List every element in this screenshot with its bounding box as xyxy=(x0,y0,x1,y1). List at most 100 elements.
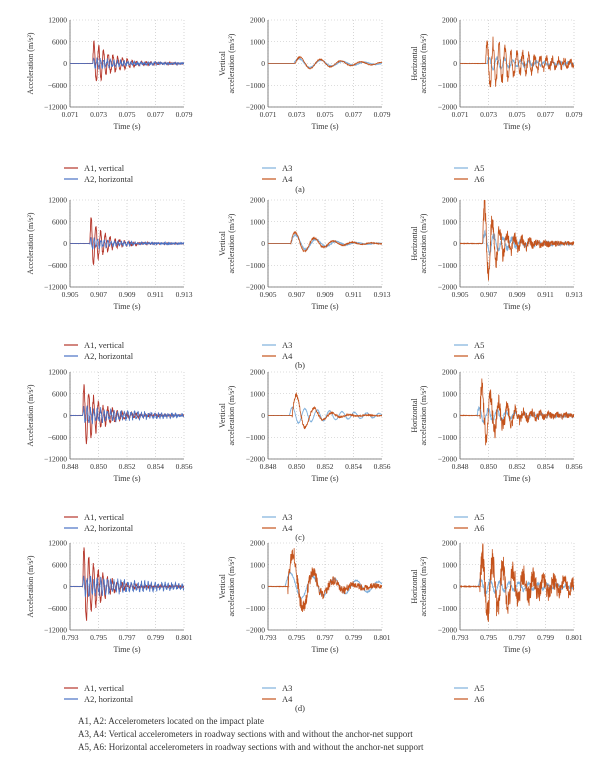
y-tick-label: −12000 xyxy=(44,455,67,464)
y-tick-label: 0 xyxy=(453,411,457,420)
legend-entry: A5 xyxy=(474,683,484,693)
y-tick-label: −1000 xyxy=(438,261,457,270)
x-tick-label: 0.911 xyxy=(147,290,164,299)
legend-entry: A2, horizontal xyxy=(84,351,134,361)
x-tick-label: 0.801 xyxy=(176,633,193,642)
x-axis-label: Time (s) xyxy=(503,474,530,483)
x-tick-label: 0.793 xyxy=(452,633,469,642)
y-axis-label: Acceleration (m/s²) xyxy=(26,384,35,446)
x-axis-label: Time (s) xyxy=(113,474,140,483)
x-tick-label: 0.071 xyxy=(62,110,79,119)
legend-entry: A4 xyxy=(282,174,293,184)
x-tick-label: 0.075 xyxy=(509,110,526,119)
x-tick-label: 0.852 xyxy=(317,462,334,471)
legend-entry: A2, horizontal xyxy=(84,174,134,184)
x-tick-label: 0.799 xyxy=(147,633,164,642)
series-line-a6 xyxy=(460,200,574,281)
y-tick-label: 2000 xyxy=(250,368,265,377)
y-tick-label: −1000 xyxy=(246,433,265,442)
y-tick-label: −1000 xyxy=(438,81,457,90)
y-tick-label: 0 xyxy=(453,239,457,248)
x-tick-label: 0.801 xyxy=(374,633,391,642)
x-tick-label: 0.852 xyxy=(509,462,526,471)
x-tick-label: 0.905 xyxy=(260,290,277,299)
legend-entry: A2, horizontal xyxy=(84,694,134,704)
x-tick-label: 0.907 xyxy=(480,290,497,299)
legend-entry: A6 xyxy=(474,174,484,184)
series-line-a6 xyxy=(460,543,574,622)
panel-caption: (c) xyxy=(295,532,305,542)
y-tick-label: −2000 xyxy=(438,283,457,292)
x-tick-label: 0.795 xyxy=(480,633,497,642)
series-line-a2 xyxy=(70,237,184,250)
x-tick-label: 0.850 xyxy=(90,462,107,471)
x-tick-label: 0.079 xyxy=(374,110,391,119)
x-tick-label: 0.909 xyxy=(317,290,334,299)
y-tick-label: 0 xyxy=(261,582,265,591)
x-tick-label: 0.850 xyxy=(288,462,305,471)
y-tick-label: −12000 xyxy=(44,103,67,112)
y-tick-label: −6000 xyxy=(48,604,67,613)
series-line-a2 xyxy=(70,405,184,425)
series-line-a6 xyxy=(460,36,574,88)
y-tick-label: 6000 xyxy=(52,217,67,226)
series-line-a2 xyxy=(70,575,184,598)
x-tick-label: 0.075 xyxy=(317,110,334,119)
y-tick-label: 0 xyxy=(63,239,67,248)
x-tick-label: 0.071 xyxy=(452,110,469,119)
note-a5-a6: A5, A6: Horizontal accelerometers in roa… xyxy=(78,742,424,752)
legend-entry: A1, vertical xyxy=(84,163,125,173)
y-axis-label: acceleration (m/s²) xyxy=(419,556,428,616)
y-tick-label: −1000 xyxy=(246,81,265,90)
y-tick-label: −2000 xyxy=(246,626,265,635)
legend-entry: A1, vertical xyxy=(84,683,125,693)
y-tick-label: 6000 xyxy=(52,389,67,398)
x-tick-label: 0.905 xyxy=(452,290,469,299)
y-tick-label: 0 xyxy=(63,582,67,591)
y-tick-label: 1000 xyxy=(442,389,457,398)
legend-entry: A1, vertical xyxy=(84,340,125,350)
x-tick-label: 0.854 xyxy=(345,462,362,471)
x-tick-label: 0.909 xyxy=(119,290,136,299)
y-tick-label: 1000 xyxy=(250,217,265,226)
x-tick-label: 0.073 xyxy=(90,110,107,119)
y-tick-label: 1000 xyxy=(250,389,265,398)
y-tick-label: −2000 xyxy=(246,103,265,112)
x-axis-label: Time (s) xyxy=(311,122,338,131)
y-tick-label: −6000 xyxy=(48,81,67,90)
y-axis-label: Horizontal xyxy=(410,398,419,433)
x-tick-label: 0.911 xyxy=(345,290,362,299)
x-tick-label: 0.797 xyxy=(317,633,334,642)
legend-entry: A2, horizontal xyxy=(84,523,134,533)
x-tick-label: 0.795 xyxy=(288,633,305,642)
y-tick-label: 12000 xyxy=(48,16,67,25)
y-axis-label: acceleration (m/s²) xyxy=(419,213,428,273)
y-axis-label: Acceleration (m/s²) xyxy=(26,32,35,94)
x-tick-label: 0.907 xyxy=(288,290,305,299)
y-axis-label: acceleration (m/s²) xyxy=(419,385,428,445)
legend-entry: A4 xyxy=(282,351,293,361)
series-line-a4 xyxy=(268,231,382,253)
x-tick-label: 0.848 xyxy=(62,462,79,471)
x-tick-label: 0.793 xyxy=(260,633,277,642)
y-tick-label: 0 xyxy=(261,411,265,420)
y-tick-label: 2000 xyxy=(442,368,457,377)
legend-entry: A5 xyxy=(474,340,484,350)
y-tick-label: 1000 xyxy=(250,37,265,46)
legend-entry: A3 xyxy=(282,163,292,173)
note-a3-a4: A3, A4: Vertical accelerometers in roadw… xyxy=(78,729,413,739)
legend-entry: A3 xyxy=(282,512,292,522)
x-tick-label: 0.913 xyxy=(566,290,583,299)
y-tick-label: 1000 xyxy=(442,560,457,569)
x-tick-label: 0.848 xyxy=(452,462,469,471)
legend-entry: A5 xyxy=(474,163,484,173)
